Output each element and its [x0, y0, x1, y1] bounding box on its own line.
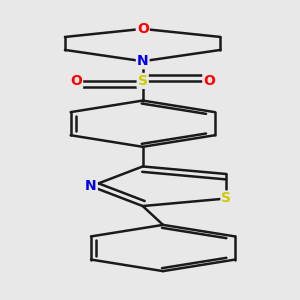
Text: N: N	[137, 54, 148, 68]
Text: O: O	[70, 74, 82, 88]
Text: S: S	[138, 74, 148, 88]
Text: N: N	[85, 179, 97, 193]
Text: O: O	[203, 74, 215, 88]
Text: S: S	[221, 191, 231, 206]
Text: O: O	[137, 22, 148, 36]
